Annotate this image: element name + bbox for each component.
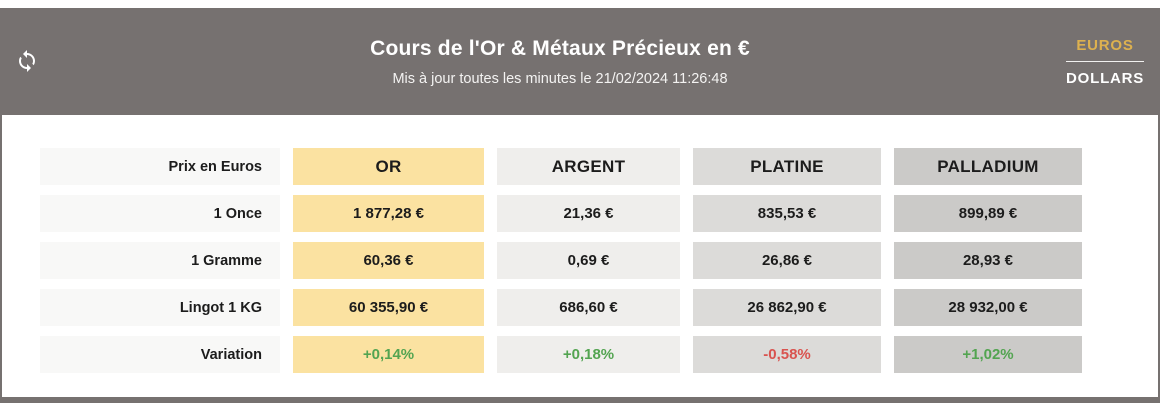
price-cell-platine-lingot: 26 862,90 €: [693, 289, 881, 326]
price-cell-or-once: 1 877,28 €: [293, 195, 484, 232]
row-label-variation: Variation: [40, 336, 280, 373]
row-label-gramme: 1 Gramme: [40, 242, 280, 279]
price-cell-palladium-gramme: 28,93 €: [894, 242, 1082, 279]
page-title: Cours de l'Or & Métaux Précieux en €: [370, 36, 750, 60]
price-cell-argent-once: 21,36 €: [497, 195, 680, 232]
widget-header: Cours de l'Or & Métaux Précieux en € Mis…: [2, 8, 1158, 115]
row-label-lingot: Lingot 1 KG: [40, 289, 280, 326]
price-cell-palladium-lingot: 28 932,00 €: [894, 289, 1082, 326]
col-header-or: OR: [293, 148, 484, 185]
refresh-button[interactable]: [14, 49, 40, 75]
currency-toggle-divider: [1066, 60, 1144, 62]
price-cell-or-gramme: 60,36 €: [293, 242, 484, 279]
price-cell-or-lingot: 60 355,90 €: [293, 289, 484, 326]
price-cell-argent-gramme: 0,69 €: [497, 242, 680, 279]
col-header-platine: PLATINE: [693, 148, 881, 185]
col-header-argent: ARGENT: [497, 148, 680, 185]
currency-toggle: EUROS DOLLARS: [1066, 37, 1144, 87]
variation-cell-platine: -0,58%: [693, 336, 881, 373]
currency-toggle-euros[interactable]: EUROS: [1066, 37, 1144, 54]
update-timestamp: Mis à jour toutes les minutes le 21/02/2…: [392, 70, 728, 87]
price-cell-palladium-once: 899,89 €: [894, 195, 1082, 232]
price-cell-argent-lingot: 686,60 €: [497, 289, 680, 326]
gold-prices-widget: Cours de l'Or & Métaux Précieux en € Mis…: [0, 8, 1160, 403]
row-label-once: 1 Once: [40, 195, 280, 232]
currency-toggle-dollars[interactable]: DOLLARS: [1066, 69, 1145, 87]
variation-cell-palladium: +1,02%: [894, 336, 1082, 373]
price-cell-platine-gramme: 26,86 €: [693, 242, 881, 279]
prices-table: Prix en Euros OR ARGENT PLATINE PALLADIU…: [40, 148, 1158, 373]
prices-table-area: Prix en Euros OR ARGENT PLATINE PALLADIU…: [2, 115, 1158, 397]
variation-cell-or: +0,14%: [293, 336, 484, 373]
refresh-sync-icon: [15, 49, 39, 76]
row-label-prix-en-euros: Prix en Euros: [40, 148, 280, 185]
price-cell-platine-once: 835,53 €: [693, 195, 881, 232]
variation-cell-argent: +0,18%: [497, 336, 680, 373]
col-header-palladium: PALLADIUM: [894, 148, 1082, 185]
